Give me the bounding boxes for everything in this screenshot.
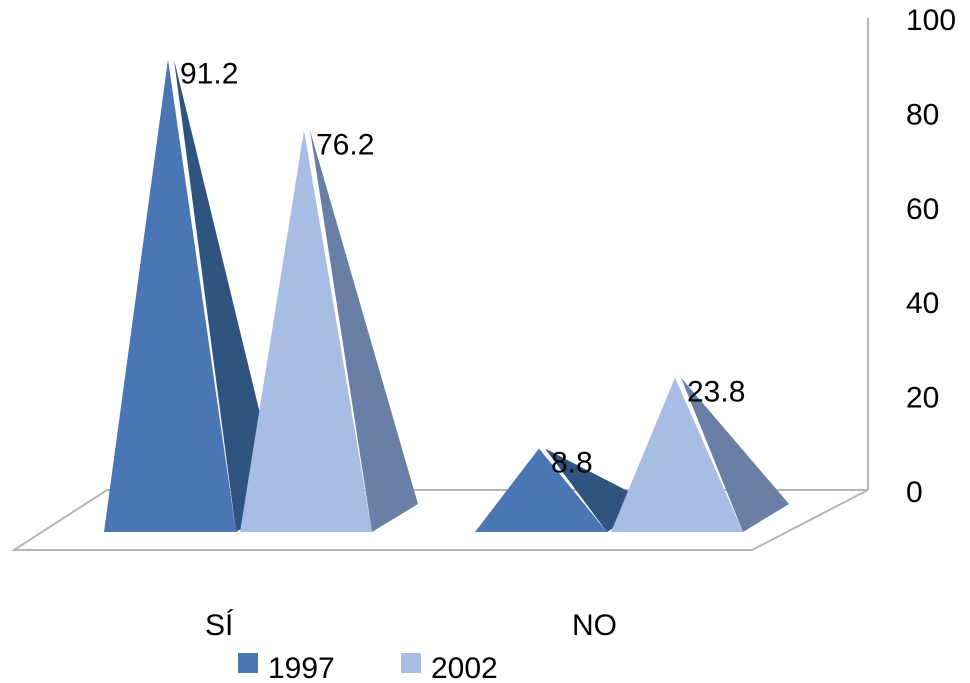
y-tick-label: 0 xyxy=(906,476,923,509)
data-label: 23.8 xyxy=(687,376,745,409)
data-label: 8.8 xyxy=(551,446,593,479)
data-label: 76.2 xyxy=(316,128,374,161)
data-label: 91.2 xyxy=(180,58,238,91)
y-tick-label: 20 xyxy=(906,382,939,415)
category-labels: SÍ NO xyxy=(205,609,617,642)
y-tick-label: 100 xyxy=(906,4,956,37)
category-label: NO xyxy=(572,609,617,642)
y-tick-label: 60 xyxy=(906,193,939,226)
pyramid-front-face xyxy=(104,59,236,532)
y-tick-labels: 0 20 40 60 80 100 xyxy=(906,4,956,509)
y-tick-label: 80 xyxy=(906,98,939,131)
y-tick-label: 40 xyxy=(906,287,939,320)
data-labels: 91.2 76.2 8.8 23.8 xyxy=(180,58,745,480)
pyramid-side-face xyxy=(681,377,789,532)
pyramid-side-face xyxy=(174,59,282,532)
legend-swatch xyxy=(238,653,258,673)
pyramid-marks xyxy=(104,59,789,532)
legend: 1997 2002 xyxy=(238,652,498,683)
legend-label: 2002 xyxy=(431,652,498,683)
category-label: SÍ xyxy=(205,609,234,642)
pyramid-side-face xyxy=(310,130,418,532)
legend-label: 1997 xyxy=(268,652,335,683)
pyramid-front-face xyxy=(475,448,607,532)
pyramid-front-face xyxy=(240,130,372,532)
legend-swatch xyxy=(401,653,421,673)
pyramid-front-face xyxy=(611,377,743,532)
